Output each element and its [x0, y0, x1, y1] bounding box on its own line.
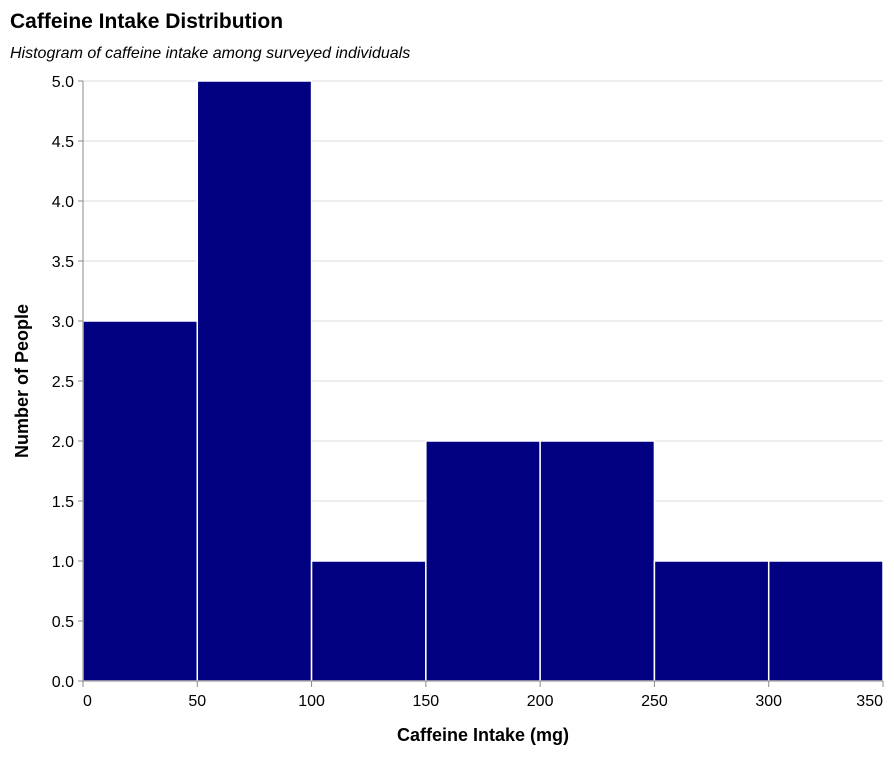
- x-tick-label: 100: [298, 693, 325, 710]
- y-tick-label: 1.0: [52, 554, 74, 571]
- histogram-bar: [82, 320, 199, 682]
- x-tick-label: 250: [641, 693, 668, 710]
- histogram-bar: [425, 440, 541, 682]
- x-axis-title: Caffeine Intake (mg): [397, 725, 569, 745]
- y-tick-label: 0.5: [52, 614, 74, 631]
- x-tick-label: 150: [413, 693, 440, 710]
- histogram-bar: [767, 560, 884, 682]
- chart-title: Caffeine Intake Distribution: [10, 10, 283, 33]
- y-tick-label: 1.5: [52, 494, 74, 511]
- y-tick-label: 5.0: [52, 74, 74, 91]
- y-axis-title: Number of People: [12, 304, 32, 458]
- axes: 0.0 0.5 1.0 1.5 2.0 2.5 3.0 3.5 4.0 4.5 5.0 0 50 100 1…: [52, 74, 884, 710]
- y-tick-label: 2.0: [52, 434, 74, 451]
- x-tick-label: 0: [83, 693, 92, 710]
- histogram-bar: [539, 440, 656, 682]
- y-tick-label: 3.5: [52, 254, 74, 271]
- histogram-bar: [653, 560, 770, 682]
- y-tick-label: 2.5: [52, 374, 74, 391]
- histogram-bar: [310, 560, 427, 682]
- chart-subtitle: Histogram of caffeine intake among surve…: [10, 45, 410, 62]
- x-tick-label: 350: [856, 693, 883, 710]
- histogram-bar: [196, 80, 313, 682]
- y-tick-label: 0.0: [52, 674, 74, 691]
- x-tick-label: 300: [755, 693, 782, 710]
- y-tick-label: 4.5: [52, 134, 74, 151]
- bars: [82, 80, 884, 682]
- y-tick-label: 4.0: [52, 194, 74, 211]
- x-tick-label: 50: [188, 693, 206, 710]
- x-tick-label: 200: [527, 693, 554, 710]
- y-tick-label: 3.0: [52, 314, 74, 331]
